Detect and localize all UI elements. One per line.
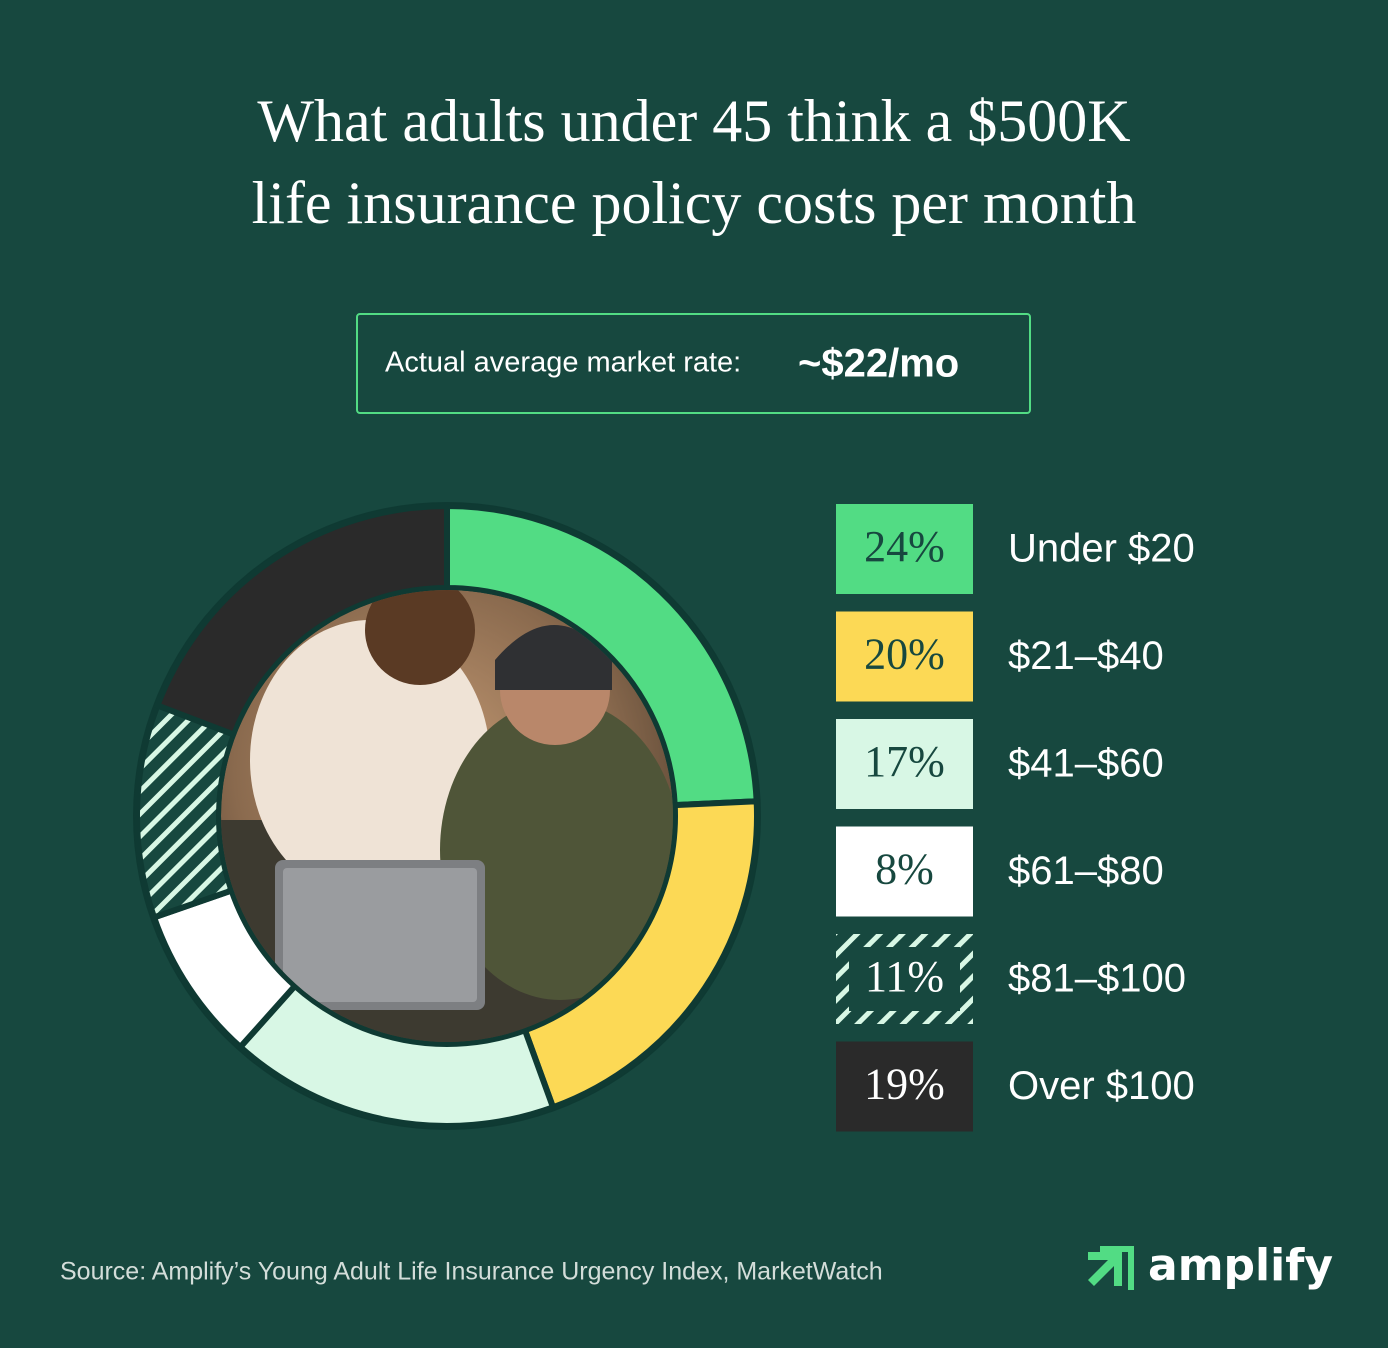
legend-value: 24% bbox=[864, 522, 945, 571]
legend-swatch bbox=[836, 611, 973, 702]
annotation-value: ~$22/mo bbox=[798, 342, 959, 386]
chart-title: What adults under 45 think a $500K life … bbox=[251, 88, 1137, 236]
legend-swatch bbox=[836, 504, 973, 594]
photo bbox=[221, 590, 673, 1042]
legend-label: $41–$60 bbox=[1008, 742, 1164, 786]
legend-value: 8% bbox=[875, 845, 934, 894]
legend-value: 17% bbox=[864, 737, 945, 786]
logo-icon bbox=[1088, 1252, 1122, 1286]
source: Source: Amplify’s Young Adult Life Insur… bbox=[60, 1258, 883, 1286]
donut-segment bbox=[134, 701, 238, 922]
legend-swatch bbox=[836, 1041, 973, 1132]
legend-label: $21–$40 bbox=[1008, 634, 1164, 678]
logo-icon bbox=[1100, 1246, 1134, 1290]
legend-swatch-inner bbox=[849, 947, 960, 1011]
donut-segment bbox=[444, 502, 760, 809]
donut-segment bbox=[153, 502, 450, 739]
legend-label: Over $100 bbox=[1008, 1064, 1195, 1108]
legend-value: 19% bbox=[864, 1060, 945, 1109]
legend-swatch bbox=[836, 826, 973, 917]
legend-label: $61–$80 bbox=[1008, 849, 1164, 893]
legend-value: 20% bbox=[864, 630, 945, 679]
legend-label: $81–$100 bbox=[1008, 957, 1186, 1001]
legend-label: Under $20 bbox=[1008, 527, 1195, 571]
annotation-box bbox=[356, 313, 1031, 414]
legend-value: 11% bbox=[865, 952, 944, 1001]
legend-swatch bbox=[836, 719, 973, 809]
brand: amplify bbox=[1148, 1240, 1333, 1291]
annotation-label: Actual average market rate: bbox=[385, 347, 741, 379]
